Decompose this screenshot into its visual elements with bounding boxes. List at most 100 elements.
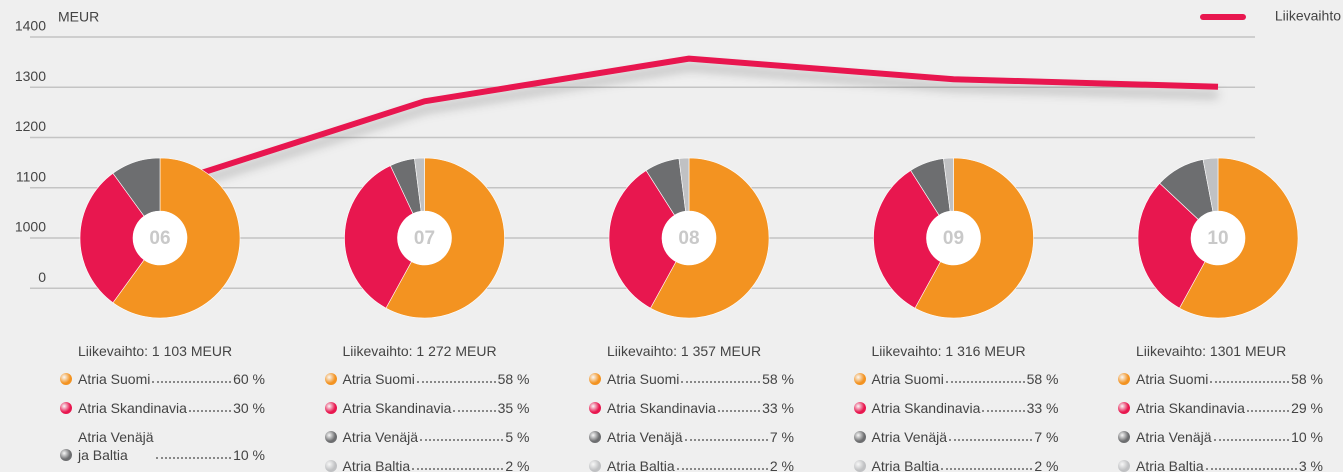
leader xyxy=(152,381,232,383)
legend-dot xyxy=(1118,402,1130,414)
donut-hole xyxy=(662,211,716,265)
y-axis-label: MEUR xyxy=(58,9,99,25)
legend-row: Atria Baltia 2 % xyxy=(324,457,530,472)
value-label: 29 % xyxy=(1291,400,1323,416)
value-label: 58 % xyxy=(497,371,530,387)
legend-dot xyxy=(853,402,866,414)
pie-title: Liikevaihto: 1 272 MEUR xyxy=(342,343,497,359)
legend-dot xyxy=(324,460,337,472)
legend-label: Atria Suomi xyxy=(1136,371,1209,387)
center-label: 10 xyxy=(1207,228,1228,249)
legend-row: Atria Baltia 2 % xyxy=(589,457,794,472)
leader xyxy=(1213,439,1290,441)
leader xyxy=(941,468,1033,470)
y-tick-label: 1400 xyxy=(15,18,46,34)
legend-label: Atria Skandinavia xyxy=(871,400,981,416)
line-series xyxy=(159,55,1219,190)
value-label: 30 % xyxy=(233,400,265,416)
legend-label: Liikevaihto xyxy=(1275,8,1341,24)
leader xyxy=(453,410,496,412)
value-label: 58 % xyxy=(1291,371,1323,387)
y-tick-label: 1300 xyxy=(15,68,46,84)
pie-legend: Liikevaihto: 1301 MEUR Atria Suomi 58 % Atr… xyxy=(1118,340,1323,472)
donut-hole xyxy=(133,211,187,265)
legend-dot xyxy=(324,402,337,414)
legend-row: Atria Baltia 2 % xyxy=(853,457,1059,472)
legend-label: Atria Suomi xyxy=(342,371,415,387)
legend-row: Atria Baltia 3 % xyxy=(1118,457,1323,472)
pie-title: Liikevaihto: 1301 MEUR xyxy=(1136,343,1287,359)
y-tick-label: 1100 xyxy=(16,168,46,184)
legend-dot xyxy=(1118,460,1130,472)
legend-dot xyxy=(853,431,866,443)
legend-dot xyxy=(60,373,72,385)
legend-dot xyxy=(60,402,72,414)
legend-label: Atria Baltia xyxy=(1136,458,1204,472)
pie-legend: Liikevaihto: 1 272 MEUR Atria Suomi 58 % At… xyxy=(324,340,530,472)
legend-label: Atria Baltia xyxy=(607,458,675,472)
legend-row: Atria Venäjä 7 % xyxy=(589,428,794,446)
value-label: 7 % xyxy=(769,429,794,445)
legend-label: Atria Skandinavia xyxy=(78,400,187,416)
legend-row: Atria Suomi 58 % xyxy=(853,370,1059,388)
pie-title: Liikevaihto: 1 316 MEUR xyxy=(871,343,1026,359)
y-tick-label: 1000 xyxy=(15,219,46,235)
value-label: 58 % xyxy=(1026,371,1059,387)
legend-label: Atria Suomi xyxy=(871,371,944,387)
legend-label: Atria Venäjä xyxy=(1136,429,1212,445)
value-label: 3 % xyxy=(1298,458,1323,472)
legend-dot xyxy=(324,431,337,443)
legend-row: Atria Skandinavia 30 % xyxy=(60,399,265,417)
value-label: 7 % xyxy=(1034,429,1059,445)
donut-hole xyxy=(1191,211,1245,265)
legend-dot xyxy=(1118,431,1130,443)
legend-label: Atria Baltia xyxy=(342,458,411,472)
legend-dot xyxy=(589,402,601,414)
legend-row: Atria Suomi 58 % xyxy=(324,370,530,388)
y-tick-label: 1200 xyxy=(15,118,46,134)
center-label: 09 xyxy=(943,228,964,249)
value-label: 2 % xyxy=(769,458,794,472)
legend-label: Atria Suomi xyxy=(607,371,680,387)
legend-row: Atria Venäjä 7 % xyxy=(853,428,1059,446)
value-label: 58 % xyxy=(762,371,794,387)
legend-label: Atria Venäjä xyxy=(871,429,948,445)
legend-row: Atria Skandinavia 33 % xyxy=(853,399,1059,417)
value-label: 10 % xyxy=(1291,429,1323,445)
legend-dot xyxy=(589,431,601,443)
pie-title: Liikevaihto: 1 103 MEUR xyxy=(78,343,233,359)
pie-title: Liikevaihto: 1 357 MEUR xyxy=(607,343,762,359)
value-label: 5 % xyxy=(505,429,530,445)
legend-row: Atria Skandinavia 35 % xyxy=(324,399,530,417)
legend-dot xyxy=(853,373,866,385)
leader xyxy=(681,381,761,383)
legend-dot xyxy=(1118,373,1130,385)
leader xyxy=(1210,381,1290,383)
donut-hole xyxy=(926,211,981,265)
legend-label: Atria Skandinavia xyxy=(607,400,716,416)
pie-legend: Liikevaihto: 1 103 MEUR Atria Suomi 60 % At… xyxy=(60,340,265,472)
legend-dot xyxy=(324,373,337,385)
legend-label: Atria Venäjä xyxy=(607,429,683,445)
legend-row: Atria Venäjä ja Baltia 10 % xyxy=(60,428,265,464)
center-label: 06 xyxy=(149,228,170,249)
leader xyxy=(982,410,1025,412)
legend-row: Atria Suomi 58 % xyxy=(1118,370,1323,388)
legend-row: Atria Skandinavia 33 % xyxy=(589,399,794,417)
pie-legend: Liikevaihto: 1 357 MEUR Atria Suomi 58 % At… xyxy=(589,340,794,472)
value-label: 10 % xyxy=(233,447,265,463)
legend-label: Atria Skandinavia xyxy=(342,400,452,416)
leader xyxy=(945,381,1025,383)
leader xyxy=(1205,468,1297,470)
leader xyxy=(1246,410,1290,412)
legend-row: Atria Skandinavia 29 % xyxy=(1118,399,1323,417)
center-label: 07 xyxy=(414,228,435,249)
value-label: 33 % xyxy=(1026,400,1059,416)
legend-row: Atria Suomi 58 % xyxy=(589,370,794,388)
y-tick-label: 0 xyxy=(38,269,46,285)
value-label: 33 % xyxy=(762,400,794,416)
legend-label: Atria Venäjä ja Baltia xyxy=(78,429,154,463)
legend-dot xyxy=(60,449,72,461)
center-label: 08 xyxy=(678,228,699,249)
